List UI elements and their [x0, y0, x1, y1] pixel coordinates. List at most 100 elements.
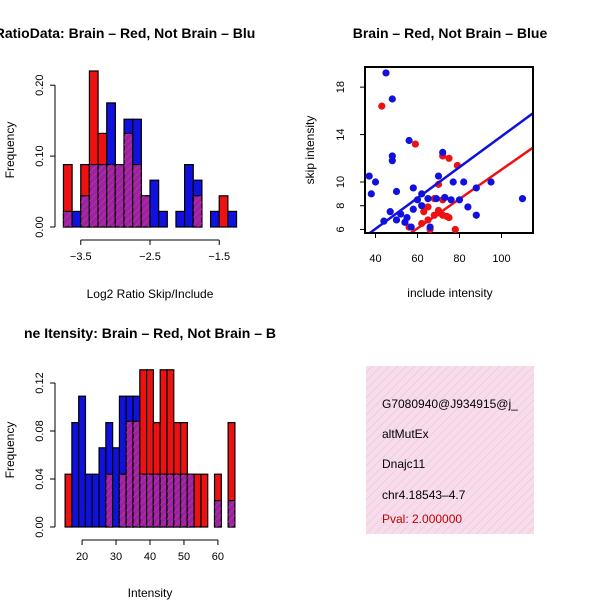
scatter-y-tick-label: 10	[335, 176, 347, 188]
scatter-point-red	[378, 102, 386, 110]
intensity-histogram-xlabel: Intensity	[128, 586, 173, 600]
scatter-y-axis: 6 8 10 14 18	[335, 81, 365, 233]
gene-name-text: Dnajc11	[382, 457, 425, 471]
intensity-histogram-ylabel: Frequency	[3, 422, 17, 479]
scatter-point-blue	[487, 178, 495, 186]
ratio-histogram-bar	[175, 210, 186, 228]
intensity-histogram-overlap-hatch	[187, 474, 195, 527]
ratio-histogram-ylabel: Frequency	[3, 122, 17, 179]
intensity-histogram-x-tick-label: 20	[76, 551, 88, 563]
event-type-text: altMutEx	[382, 427, 429, 441]
intensity-histogram-overlap-hatch	[139, 474, 147, 527]
scatter-point-blue	[392, 216, 401, 224]
intensity-histogram-bar	[91, 473, 100, 528]
intensity-histogram-bar	[78, 395, 87, 528]
scatter-point-blue	[418, 202, 426, 210]
scatter-y-tick-label: 6	[335, 226, 347, 232]
scatter-point-blue	[432, 195, 440, 203]
scatter-point-blue	[382, 69, 390, 77]
intensity-histogram-y-tick-label: 0.12	[34, 372, 46, 393]
scatter-point-blue	[464, 203, 472, 211]
scatter-x-tick-label: 60	[411, 253, 423, 265]
intensity-histogram-y-tick-label: 0.00	[34, 516, 46, 537]
intensity-histogram-overlap-hatch	[166, 474, 174, 527]
ratio-histogram-bar	[227, 210, 238, 228]
ratio-histogram-title: RatioData: Brain – Red, Not Brain – Blu	[0, 25, 255, 41]
ratio-histogram-y-tick-label: 0.10	[34, 145, 46, 166]
intensity-histogram-overlap-hatch	[160, 474, 167, 527]
ratio-histogram-overlap-hatch	[132, 164, 142, 227]
intensity-histogram-bar	[193, 473, 202, 528]
scatter-y-tick-label: 14	[335, 128, 347, 140]
scatter-point-blue	[388, 95, 396, 103]
scatter-point-blue	[460, 178, 468, 186]
info-box-background	[366, 366, 534, 534]
ratio-histogram-bar	[158, 210, 168, 228]
ratio-histogram-overlap-hatch	[141, 195, 150, 227]
scatter-fit-line-red	[410, 146, 532, 232]
scatter-fit-line-blue	[369, 112, 532, 232]
ratio-histogram-overlap-hatch	[80, 195, 90, 227]
intensity-histogram-y-axis: 0.00 0.04 0.08 0.12	[34, 372, 56, 538]
intensity-histogram-overlap-hatch	[133, 421, 140, 527]
ratio-histogram-x-tick-label: −3.5	[70, 251, 92, 263]
ratio-histogram-x-axis: −3.5 −2.5 −1.5	[70, 239, 230, 263]
ratio-histogram-overlap-hatch	[89, 164, 99, 227]
scatter-point-blue	[447, 196, 455, 204]
scatter-point-blue	[518, 195, 527, 203]
ratio-histogram-x-tick-label: −2.5	[139, 251, 161, 263]
pval-text: Pval: 2.000000	[382, 512, 462, 526]
coordinate-text: chr4.18543–4.7	[382, 488, 466, 502]
scatter-point-red	[424, 203, 432, 211]
ratio-histogram-overlap-hatch	[115, 164, 125, 227]
event-info-panel: G7080940@J934915@j_ altMutEx Dnajc11 chr…	[366, 366, 534, 534]
scatter-point-red	[443, 212, 451, 220]
scatter-point-blue	[392, 187, 401, 196]
scatter-y-tick-label: 8	[335, 203, 347, 209]
scatter-point-blue	[405, 136, 413, 145]
scatter-xlabel: include intensity	[407, 286, 492, 300]
ratio-histogram-bar	[184, 164, 194, 228]
intensity-histogram-bar	[84, 473, 93, 528]
ratio-histogram-bars	[62, 70, 238, 228]
scatter-point-red	[420, 208, 428, 216]
event-id-text: G7080940@J934915@j_	[382, 397, 518, 411]
intensity-histogram-x-tick-label: 30	[110, 551, 122, 563]
ratio-histogram-bar	[218, 195, 229, 228]
scatter-point-blue	[472, 211, 480, 219]
ratio-histogram-overlap-hatch	[106, 164, 116, 227]
scatter-point-blue	[409, 184, 417, 192]
intensity-histogram-x-tick-label: 40	[144, 551, 156, 563]
intensity-histogram-overlap-hatch	[228, 500, 235, 527]
scatter-point-blue	[367, 190, 375, 198]
ratio-histogram-panel: RatioData: Brain – Red, Not Brain – Blu …	[0, 25, 255, 301]
scatter-x-axis: 40 60 80 100	[369, 233, 511, 265]
scatter-point-blue	[455, 196, 464, 204]
intensity-histogram-overlap-hatch	[153, 474, 161, 527]
intensity-histogram-overlap-hatch	[146, 474, 154, 527]
ratio-histogram-bar	[149, 179, 160, 228]
scatter-x-tick-label: 80	[453, 253, 465, 265]
intensity-histogram-bar	[98, 447, 107, 528]
intensity-histogram-y-tick-label: 0.04	[34, 468, 46, 489]
intensity-histogram-bar	[64, 473, 73, 528]
intensity-histogram-overlap-hatch	[214, 500, 222, 527]
intensity-histogram-panel: ne Itensity: Brain – Red, Not Brain – B …	[3, 325, 276, 600]
scatter-point-blue	[441, 193, 449, 202]
scatter-point-blue	[424, 195, 432, 203]
ratio-histogram-overlap-hatch	[124, 133, 133, 227]
scatter-x-tick-label: 100	[492, 253, 510, 265]
scatter-point-blue	[472, 184, 480, 192]
ratio-histogram-x-tick-label: −1.5	[208, 251, 230, 263]
ratio-histogram-bar	[71, 210, 82, 228]
intensity-histogram-x-tick-label: 60	[212, 551, 224, 563]
ratio-histogram-overlap-hatch	[193, 195, 202, 227]
ratio-histogram-overlap-hatch	[98, 164, 107, 227]
scatter-ylabel: skip intensity	[303, 116, 317, 185]
scatter-point-blue	[426, 223, 434, 231]
ratio-histogram-overlap-hatch	[63, 211, 73, 227]
ratio-histogram-bar	[209, 210, 220, 228]
intensity-histogram-title: ne Itensity: Brain – Red, Not Brain – B	[24, 325, 276, 341]
intensity-histogram-bars	[64, 369, 236, 528]
scatter-title: Brain – Red, Not Brain – Blue	[353, 25, 548, 41]
